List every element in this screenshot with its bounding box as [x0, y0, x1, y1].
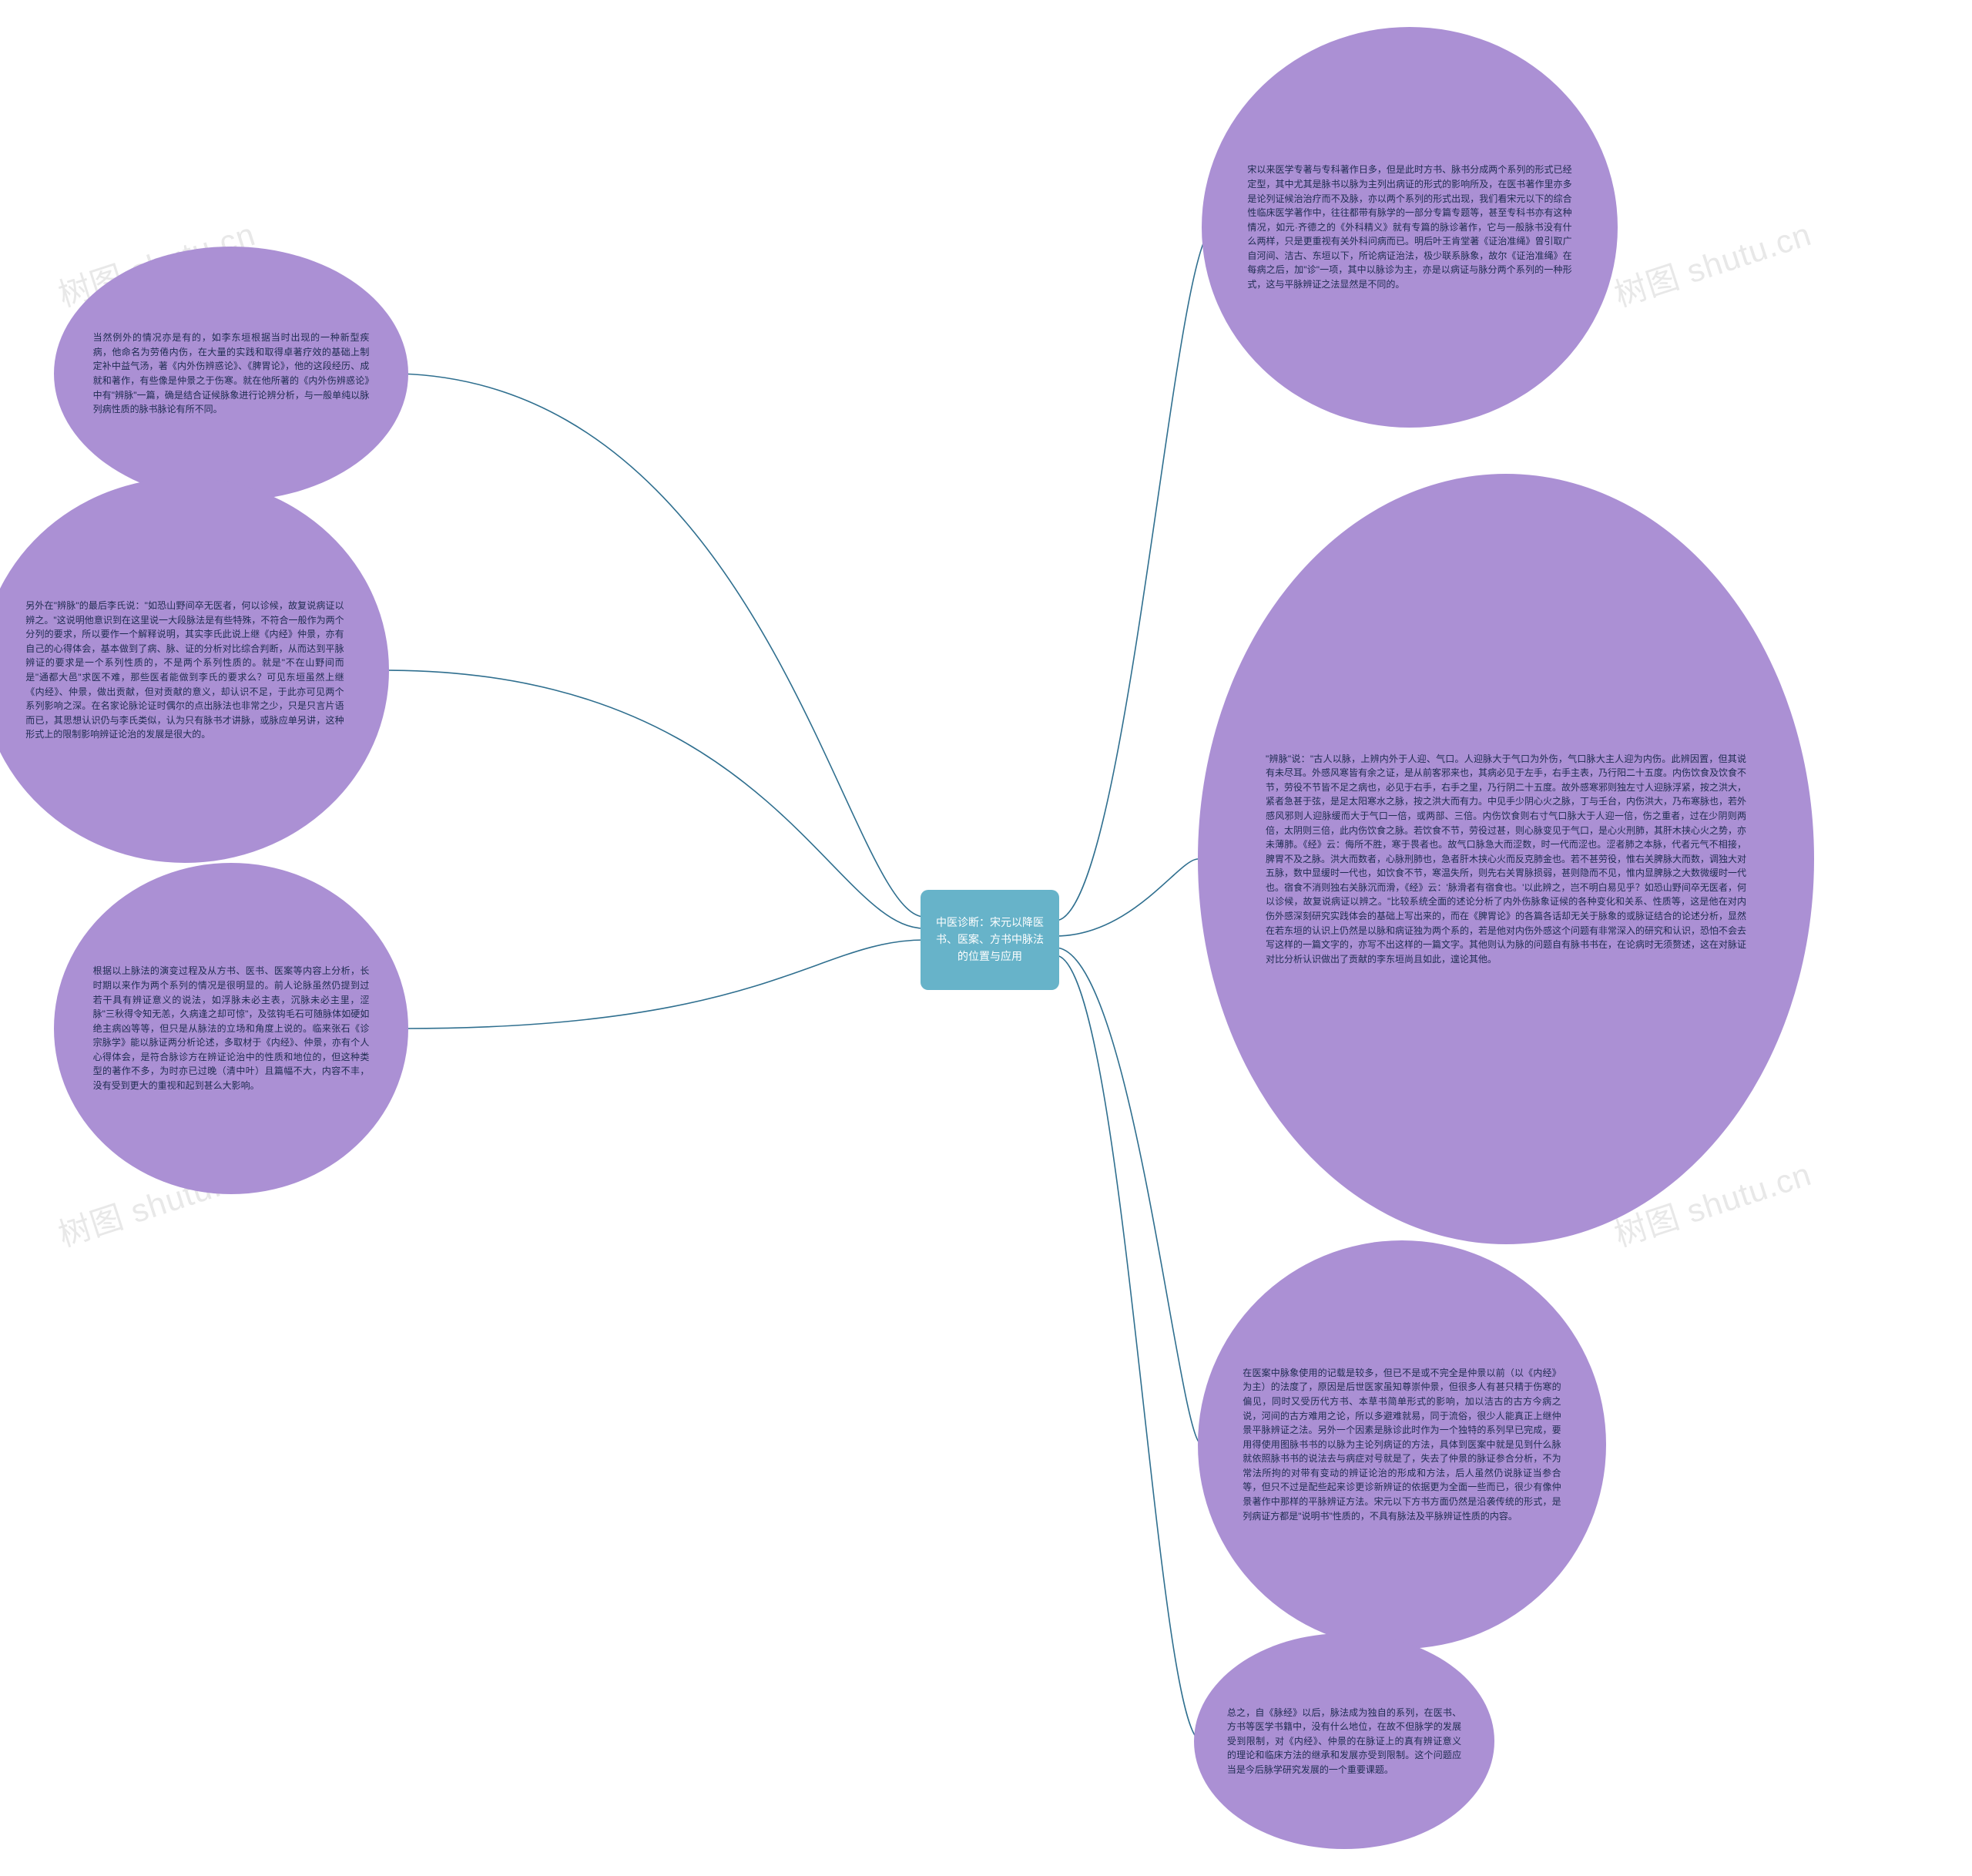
topic-text: 根据以上脉法的演变过程及从方书、医书、医案等内容上分析，长时期以来作为两个系列的… — [93, 964, 370, 1092]
topic-bubble: 在医案中脉象使用的记载是较多，但已不是或不完全是仲景以前（以《内经》为主）的法度… — [1198, 1240, 1606, 1649]
topic-text: 总之，自《脉经》以后，脉法成为独自的系列，在医书、方书等医学书籍中，没有什么地位… — [1227, 1706, 1461, 1777]
topic-bubble: 当然例外的情况亦是有的，如李东垣根据当时出现的一种新型疾病，他命名为劳倦内伤，在… — [54, 247, 408, 501]
topic-bubble: 另外在"辨脉"的最后李氏说："如恐山野间卒无医者，何以诊候，故复说病证以辨之。"… — [0, 478, 389, 863]
topic-text: 另外在"辨脉"的最后李氏说："如恐山野间卒无医者，何以诊候，故复说病证以辨之。"… — [25, 599, 344, 742]
topic-bubble: 宋以来医学专著与专科著作日多，但是此时方书、脉书分成两个系列的形式已经定型，其中… — [1202, 27, 1618, 428]
topic-bubble: 总之，自《脉经》以后，脉法成为独自的系列，在医书、方书等医学书籍中，没有什么地位… — [1194, 1633, 1494, 1849]
center-topic: 中医诊断：宋元以降医书、医案、方书中脉法的位置与应用 — [921, 890, 1059, 990]
topic-bubble: 根据以上脉法的演变过程及从方书、医书、医案等内容上分析，长时期以来作为两个系列的… — [54, 863, 408, 1194]
topic-bubble: "辨脉"说："古人以脉，上辨内外于人迎、气口。人迎脉大于气口为外伤，气口脉大主人… — [1198, 474, 1814, 1244]
topic-text: 在医案中脉象使用的记载是较多，但已不是或不完全是仲景以前（以《内经》为主）的法度… — [1243, 1366, 1561, 1524]
topic-text: 宋以来医学专著与专科著作日多，但是此时方书、脉书分成两个系列的形式已经定型，其中… — [1247, 163, 1571, 291]
topic-text: "辨脉"说："古人以脉，上辨内外于人迎、气口。人迎脉大于气口为外伤，气口脉大主人… — [1266, 752, 1746, 967]
center-topic-label: 中医诊断：宋元以降医书、医案、方书中脉法的位置与应用 — [936, 915, 1044, 965]
watermark: 树图 shutu.cn — [1608, 208, 1816, 316]
topic-text: 当然例外的情况亦是有的，如李东垣根据当时出现的一种新型疾病，他命名为劳倦内伤，在… — [93, 331, 370, 417]
